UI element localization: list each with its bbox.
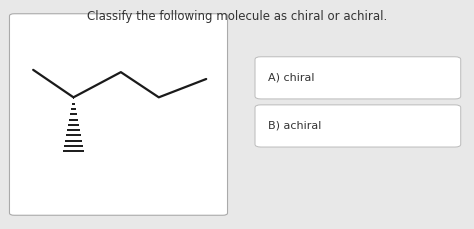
FancyBboxPatch shape <box>255 57 461 99</box>
Text: B) achiral: B) achiral <box>268 121 321 131</box>
Text: Classify the following molecule as chiral or achiral.: Classify the following molecule as chira… <box>87 10 387 23</box>
FancyBboxPatch shape <box>255 105 461 147</box>
FancyBboxPatch shape <box>9 14 228 215</box>
Text: A) chiral: A) chiral <box>268 73 314 83</box>
